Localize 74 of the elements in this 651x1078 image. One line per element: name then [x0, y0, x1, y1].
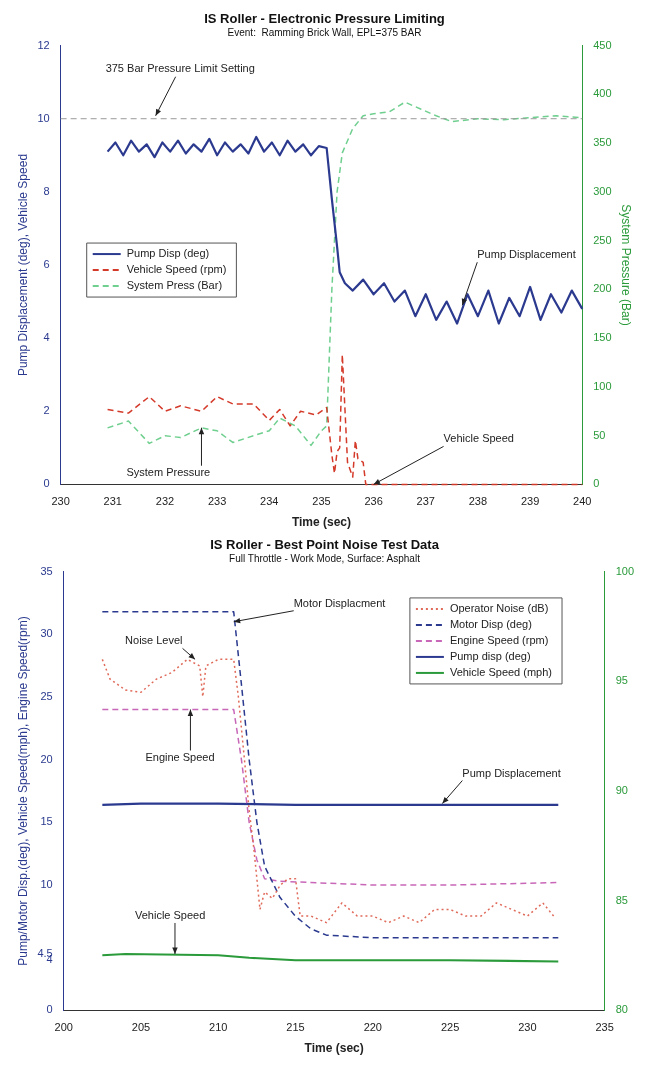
x-tick-label: 232 [155, 495, 175, 508]
y-tick-label: 0 [46, 1003, 53, 1016]
annotation: Motor Displacment [293, 596, 386, 609]
x-tick-label: 200 [54, 1021, 73, 1034]
y2-tick-label: 350 [593, 136, 612, 149]
x-tick-label: 230 [51, 495, 70, 508]
x-tick-label: 235 [595, 1021, 614, 1034]
y-tick-label: 4 [43, 331, 50, 344]
y2-tick-label: 50 [593, 428, 606, 441]
annotation: Vehicle Speed [443, 432, 514, 445]
y2-tick-label: 300 [593, 184, 612, 197]
y2-tick-label: 250 [593, 233, 612, 246]
x-axis-title: Time (sec) [291, 515, 352, 530]
y-axis-title: Pump/Motor Disp.(deg), Vehicle Speed(mph), Engine Speed(rpm) [15, 616, 30, 966]
x-tick-label: 231 [103, 495, 122, 508]
y2-tick-label: 0 [593, 477, 600, 490]
legend-label: Vehicle Speed (mph) [449, 665, 553, 678]
y-tick-label: 20 [40, 752, 53, 765]
x-tick-label: 238 [468, 495, 488, 508]
annotation: Pump Displacement [477, 248, 576, 261]
y-tick-label: 12 [37, 38, 50, 51]
y2-tick-label: 150 [593, 331, 612, 344]
legend-label: Engine Speed (rpm) [449, 633, 549, 646]
y2-tick-label: 95 [615, 674, 628, 687]
y-tick-label: 8 [43, 184, 50, 197]
x-tick-label: 215 [286, 1021, 305, 1034]
y-tick-label: 25 [40, 690, 53, 702]
x-tick-label: 230 [518, 1021, 537, 1034]
x-tick-label: 235 [312, 495, 331, 508]
annotation: Vehicle Speed [134, 909, 206, 922]
x-tick-label: 234 [260, 495, 279, 508]
chart-subtitle: Full Throttle - Work Mode, Surface: Asphalt [229, 553, 421, 565]
annotation: Engine Speed [145, 750, 215, 763]
chart-subtitle: Event: Ramming Brick Wall, EPL=375 BAR [227, 27, 422, 39]
y2-tick-label: 450 [593, 38, 612, 51]
y2-tick-label: 90 [615, 784, 628, 797]
y-tick-label: 6 [43, 258, 50, 271]
y-axis-title: Pump Displacement (deg), Vehicle Speed [15, 153, 30, 377]
y2-tick-label: 85 [615, 893, 628, 906]
y-tick-label: 10 [37, 111, 50, 124]
x-tick-label: 237 [416, 495, 435, 508]
legend-label: System Press (Bar) [126, 279, 223, 292]
legend-label: Motor Disp (deg) [449, 617, 532, 630]
chart-title: IS Roller - Best Point Noise Test Data [210, 537, 440, 553]
x-tick-label: 205 [131, 1021, 151, 1034]
y-tick-label: 0 [43, 477, 50, 490]
y-tick-label: 2 [43, 404, 50, 417]
y2-tick-label: 100 [593, 379, 612, 392]
y2-tick-label: 200 [593, 282, 612, 295]
annotation: Noise Level [125, 634, 183, 647]
legend-label: Pump disp (deg) [449, 649, 531, 662]
y-tick-label: 30 [40, 627, 53, 640]
legend-label: Operator Noise (dB) [449, 601, 549, 614]
x-tick-label: 220 [363, 1021, 382, 1034]
annotation: Pump Displacement [462, 766, 561, 779]
x-tick-label: 233 [207, 495, 227, 508]
y2-axis-title: System Pressure (Bar) [619, 204, 634, 326]
x-axis-title: Time (sec) [304, 1041, 364, 1056]
x-tick-label: 239 [520, 495, 540, 508]
y2-tick-label: 100 [615, 564, 635, 577]
legend-label: Pump Disp (deg) [126, 247, 210, 260]
legend-label: Vehicle Speed (rpm) [126, 263, 227, 276]
y-tick-label: 15 [40, 815, 53, 828]
y-tick-label: 35 [40, 564, 53, 577]
ref-line-label: 375 Bar Pressure Limit Setting [105, 61, 255, 74]
y2-tick-label: 400 [593, 87, 612, 100]
chart-title: IS Roller - Electronic Pressure Limiting [204, 11, 445, 27]
x-tick-label: 225 [440, 1021, 460, 1034]
y-tick-label: 10 [40, 878, 53, 891]
x-tick-label: 236 [364, 495, 383, 508]
x-tick-label: 240 [573, 495, 592, 508]
x-tick-label: 210 [209, 1021, 228, 1034]
y2-tick-label: 80 [615, 1003, 628, 1016]
annotation: System Pressure [126, 465, 211, 478]
